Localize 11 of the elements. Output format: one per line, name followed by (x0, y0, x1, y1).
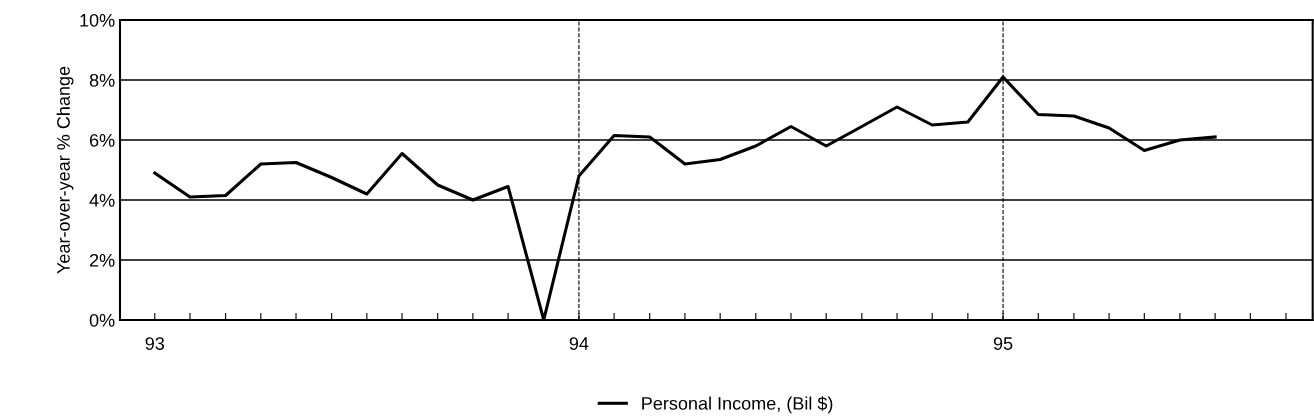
legend-label: Personal Income, (Bil $) (642, 396, 833, 414)
y-tick-label: 2% (89, 253, 115, 267)
x-tick-label: 93 (145, 337, 165, 350)
y-tick-label: 4% (89, 194, 115, 207)
y-tick-label: 10% (80, 13, 115, 27)
y-tick-label: 6% (89, 133, 115, 147)
y-tick-label: 0% (89, 313, 115, 327)
x-tick-label: 94 (569, 337, 589, 350)
y-tick-label: 8% (89, 73, 115, 87)
y-axis-title: Year-over-year % Change (56, 66, 74, 274)
x-tick-label: 95 (993, 337, 1013, 350)
